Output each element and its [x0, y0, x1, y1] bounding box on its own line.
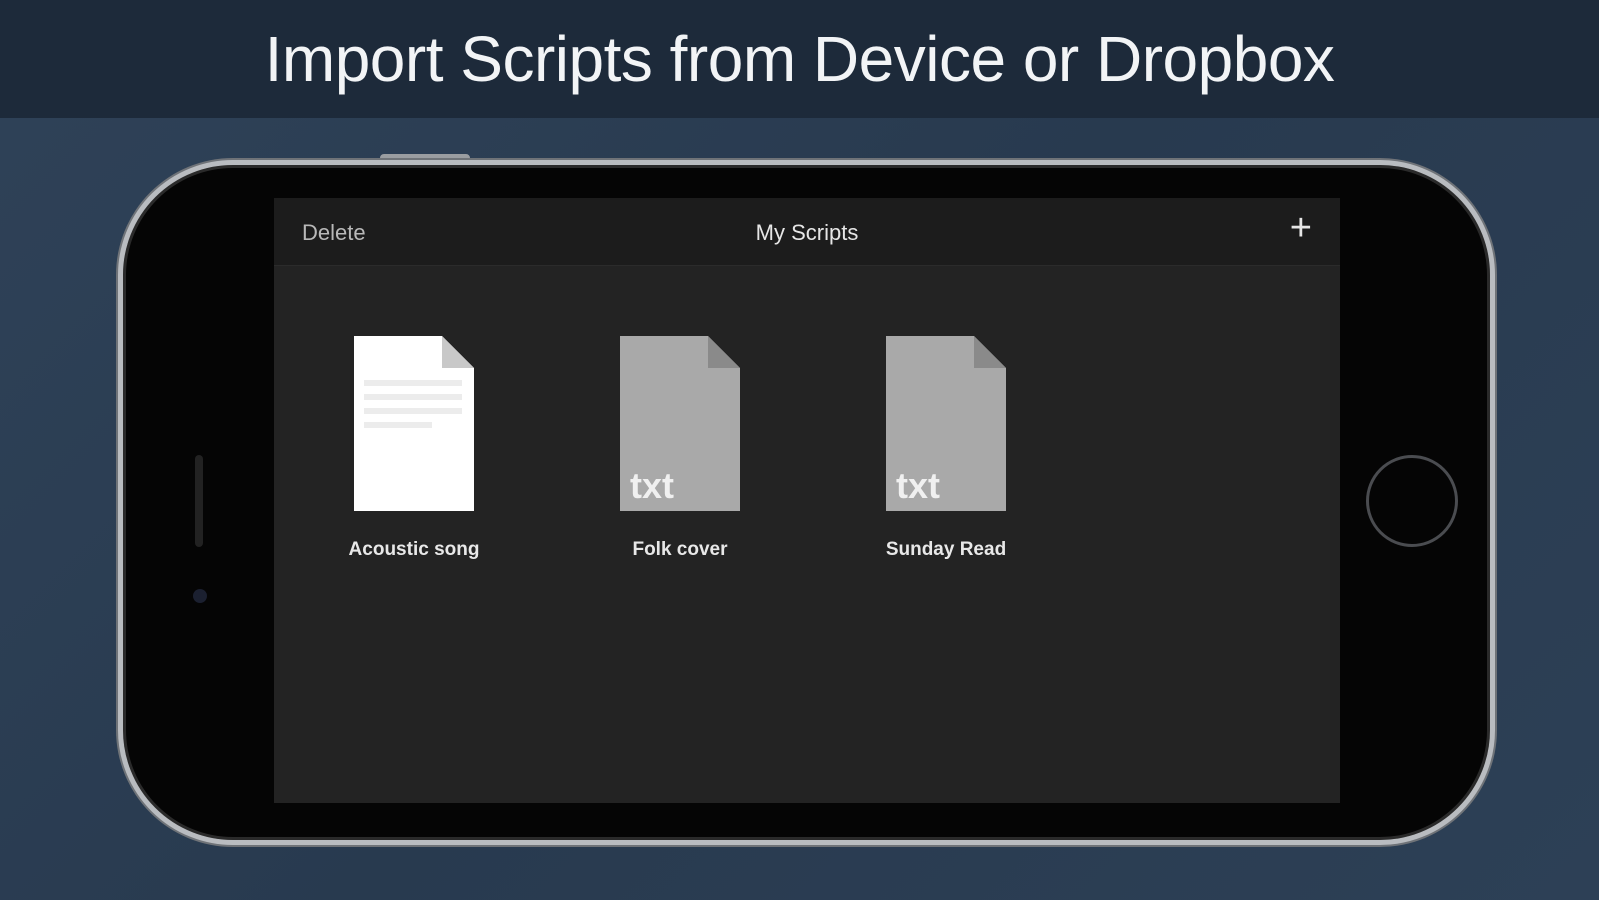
banner-title: Import Scripts from Device or Dropbox — [264, 23, 1335, 95]
file-name: Acoustic song — [348, 539, 480, 560]
plus-icon[interactable]: + — [1289, 207, 1312, 249]
document-icon — [354, 336, 474, 511]
file-item[interactable]: txt Folk cover — [580, 336, 780, 561]
app-screen: Delete My Scripts + Acoustic song txt Fo… — [274, 198, 1340, 803]
nav-title: My Scripts — [755, 220, 859, 245]
phone-camera — [193, 589, 207, 603]
file-name: Folk cover — [632, 539, 728, 560]
file-ext: txt — [896, 465, 940, 506]
banner: Import Scripts from Device or Dropbox — [0, 0, 1599, 118]
txt-file-icon: txt — [620, 336, 740, 511]
phone-power-button — [380, 154, 470, 162]
file-ext: txt — [630, 465, 674, 506]
file-item[interactable]: txt Sunday Read — [846, 336, 1046, 561]
txt-file-icon: txt — [886, 336, 1006, 511]
phone-speaker — [195, 455, 203, 547]
file-name: Sunday Read — [885, 539, 1007, 560]
file-item[interactable]: Acoustic song — [314, 336, 514, 561]
delete-button[interactable]: Delete — [302, 220, 366, 245]
nav-bar: Delete My Scripts + — [274, 198, 1340, 266]
home-button — [1366, 455, 1458, 547]
